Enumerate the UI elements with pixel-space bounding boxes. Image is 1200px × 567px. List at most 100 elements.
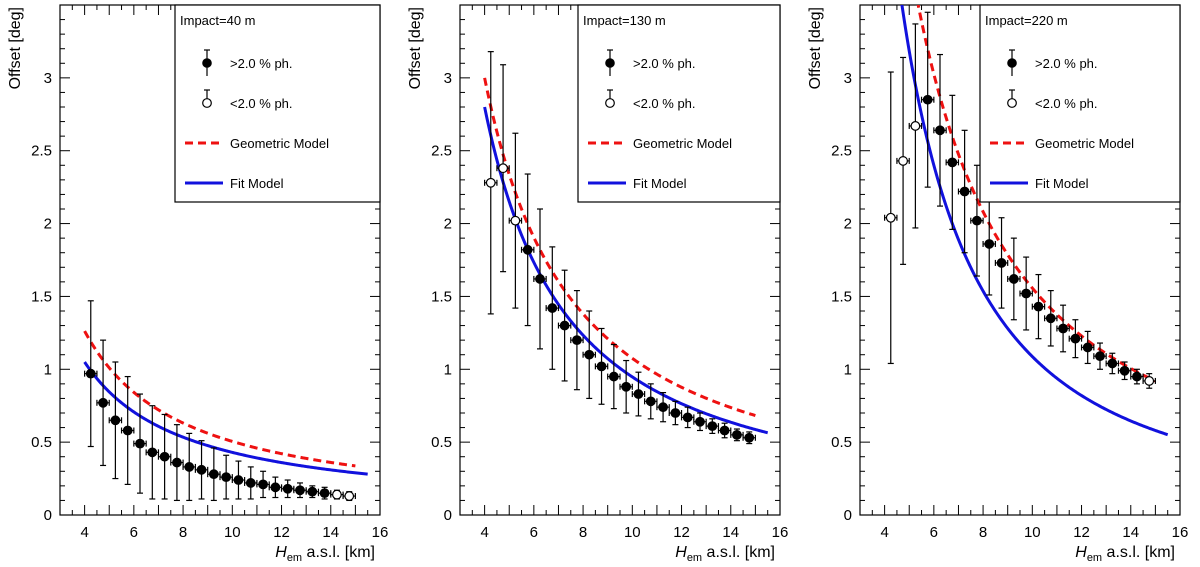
plot-area (83, 300, 368, 502)
x-tick-label: 12 (273, 524, 290, 541)
data-point (545, 246, 560, 370)
legend-title: Impact=130 m (583, 13, 666, 28)
legend-entry-geometric: Geometric Model (185, 136, 329, 151)
x-tick-label: 10 (624, 524, 641, 541)
x-tick-label: 16 (372, 524, 389, 541)
legend-filled-marker (1007, 58, 1017, 68)
x-axis-title: Hem a.s.l. [km] (1075, 544, 1175, 564)
y-tick-label: 0.5 (431, 434, 452, 451)
open-marker (344, 491, 355, 501)
y-tick-label: 2 (44, 216, 52, 233)
filled-marker (972, 215, 982, 226)
y-tick-label: 2 (844, 216, 852, 233)
filled-marker (719, 425, 730, 436)
legend-fit-label: Fit Model (1035, 176, 1089, 191)
legend-open-marker (1007, 98, 1017, 108)
data-point (108, 361, 123, 480)
filled-marker (572, 335, 582, 346)
data-point (1080, 330, 1095, 365)
data-point (1105, 352, 1120, 375)
data-point (231, 460, 246, 500)
data-point (484, 51, 498, 315)
y-tick-label: 1.5 (31, 288, 52, 305)
y-tick-label: 3 (44, 70, 52, 87)
x-axis-title: Hem a.s.l. [km] (275, 544, 375, 564)
filled-marker (245, 478, 256, 488)
legend-filled-label: >2.0 % ph. (230, 56, 293, 71)
geometric-model-curve (83, 330, 356, 468)
legend-filled-marker (605, 58, 615, 68)
data-point (268, 476, 283, 499)
data-point (945, 94, 960, 230)
filled-marker (522, 244, 533, 255)
data-point (342, 491, 356, 502)
legend-open-label: <2.0 % ph. (230, 96, 293, 111)
x-tick-label: 6 (130, 524, 138, 541)
filled-marker (1095, 351, 1105, 362)
y-tick-label: 2.5 (31, 143, 52, 160)
y-tick-label: 3 (844, 70, 852, 87)
y-axis-title: Offset [deg] (807, 7, 824, 89)
filled-marker (608, 371, 619, 382)
filled-marker (270, 482, 281, 493)
filled-marker (159, 451, 170, 462)
legend-entry-fit: Fit Model (185, 176, 284, 191)
data-point (207, 447, 221, 502)
data-point (680, 406, 695, 429)
y-tick-label: 1 (444, 361, 452, 378)
legend-open-label: <2.0 % ph. (1035, 96, 1098, 111)
data-point (1130, 368, 1144, 385)
y-tick-label: 0.5 (831, 434, 852, 451)
filled-marker (559, 320, 570, 331)
x-tick-label: 8 (579, 524, 587, 541)
data-point (644, 383, 658, 420)
filled-marker (1033, 301, 1044, 312)
data-point (293, 482, 307, 499)
filled-marker (959, 186, 970, 197)
data-point (730, 428, 744, 442)
filled-marker (1058, 323, 1068, 334)
y-tick-label: 1 (44, 361, 52, 378)
data-point (717, 422, 732, 439)
data-point (508, 132, 523, 309)
data-point (1117, 361, 1132, 381)
data-point (742, 431, 756, 445)
y-tick-label: 2.5 (431, 143, 452, 160)
panel-2: 4 6 8 10 12 14 16 0 0.5 1 1.5 2 2.5 3 Offset [deg] Hem … (407, 4, 788, 564)
filled-marker (135, 438, 145, 449)
data-point (244, 466, 258, 500)
data-point (656, 392, 670, 423)
filled-marker (922, 94, 933, 105)
legend-entry-open: <2.0 % ph. (1007, 89, 1098, 111)
legend-fit-label: Fit Model (633, 176, 687, 191)
data-point (920, 11, 935, 188)
y-tick-label: 1.5 (831, 288, 852, 305)
filled-marker (633, 389, 644, 399)
legend-title: Impact=40 m (180, 13, 256, 28)
filled-marker (947, 157, 958, 168)
data-point (933, 53, 947, 207)
data-point (896, 56, 910, 265)
filled-marker (1119, 365, 1130, 376)
x-tick-label: 8 (179, 524, 187, 541)
filled-marker (172, 457, 182, 468)
x-tick-label: 8 (979, 524, 987, 541)
x-tick-label: 4 (80, 524, 88, 541)
legend-geometric-label: Geometric Model (633, 136, 732, 151)
y-tick-label: 0 (844, 507, 852, 524)
y-tick-label: 0.5 (31, 434, 52, 451)
filled-marker (984, 239, 995, 249)
legend-entry-fit: Fit Model (990, 176, 1089, 191)
panel-3: 4 6 8 10 12 14 16 0 0.5 1 1.5 2 2.5 3 Offset [deg] Hem … (807, 4, 1188, 564)
legend-geometric-label: Geometric Model (1035, 136, 1134, 151)
open-marker (885, 212, 896, 223)
y-tick-label: 1.5 (431, 288, 452, 305)
fit-model-curve (900, 5, 1169, 437)
x-axis-title-var: H (1075, 544, 1087, 561)
y-tick-label: 0 (444, 507, 452, 524)
filled-marker (621, 381, 632, 392)
data-point (1142, 373, 1156, 389)
data-point (982, 192, 996, 296)
filled-marker (1008, 274, 1019, 284)
